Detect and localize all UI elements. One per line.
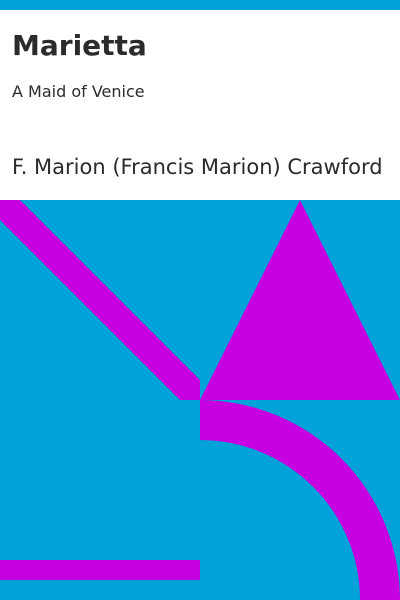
quarter-arc [200, 400, 400, 600]
diagonal-band [0, 200, 200, 400]
book-author: F. Marion (Francis Marion) Crawford [12, 155, 383, 179]
cover-art [0, 200, 400, 600]
top-stripe [0, 0, 400, 10]
title-panel: Marietta A Maid of Venice F. Marion (Fra… [0, 10, 400, 200]
book-subtitle: A Maid of Venice [12, 82, 145, 101]
triangle-shape [200, 200, 400, 400]
book-title: Marietta [12, 29, 147, 62]
horizontal-bar [0, 560, 200, 580]
